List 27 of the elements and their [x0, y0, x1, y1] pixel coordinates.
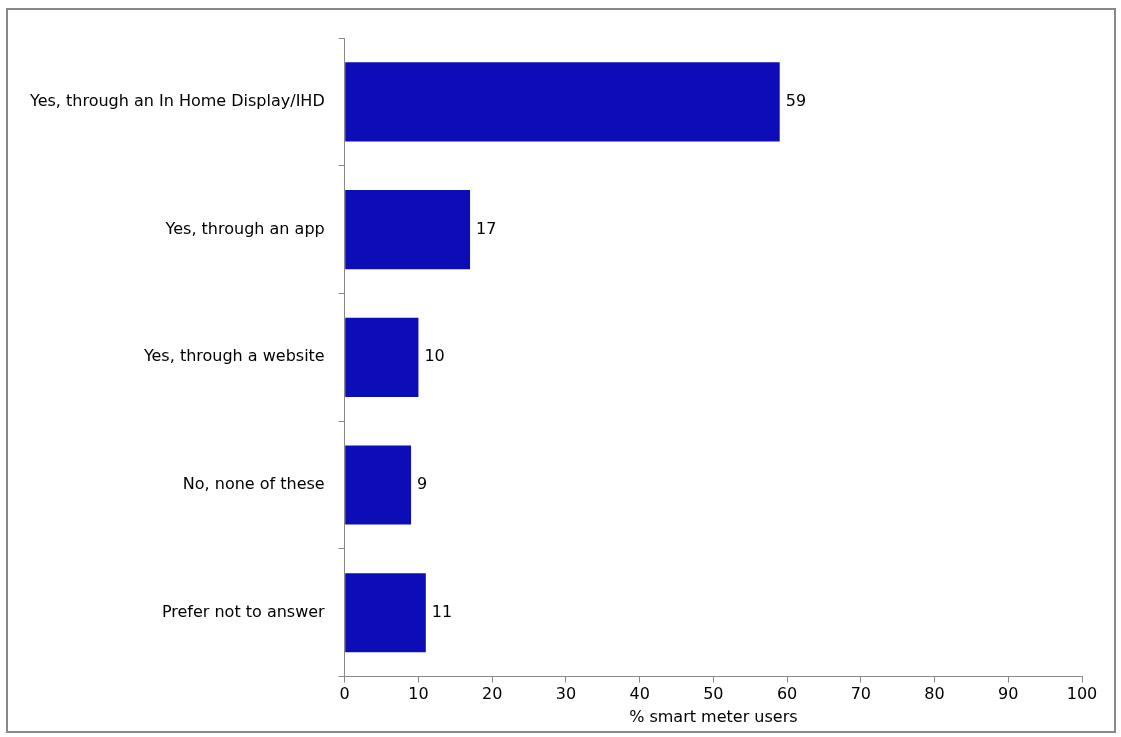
- data-label: 9: [417, 474, 428, 494]
- x-tick-label: 30: [555, 684, 577, 704]
- x-tick-label: 90: [998, 684, 1019, 704]
- bar: [345, 189, 471, 270]
- x-tick-label: 20: [481, 684, 503, 704]
- data-label: 10: [424, 346, 445, 366]
- data-label: 17: [476, 218, 497, 238]
- y-tick-label: Prefer not to answer: [161, 601, 326, 621]
- data-label: 59: [785, 91, 807, 111]
- bar: [345, 317, 419, 397]
- x-tick-label: 70: [850, 684, 871, 704]
- y-tick-label: Yes, through an app: [164, 218, 325, 238]
- y-tick-label: Yes, through a website: [142, 346, 325, 366]
- x-tick-label: 10: [408, 684, 429, 704]
- x-tick-label: 100: [1066, 684, 1098, 704]
- x-axis-title: % smart meter users: [629, 706, 798, 726]
- bar: [345, 573, 426, 653]
- x-tick-label: 50: [703, 684, 724, 704]
- x-tick-label: 0: [339, 684, 350, 704]
- x-tick-label: 80: [924, 684, 945, 704]
- bar: [345, 445, 412, 525]
- y-tick-label: No, none of these: [182, 474, 325, 494]
- x-tick-label: 40: [629, 684, 650, 704]
- y-tick-label: Yes, through an In Home Display/IHD: [29, 91, 325, 111]
- x-tick-label: 60: [776, 684, 798, 704]
- data-label: 11: [431, 601, 453, 621]
- bar: [345, 62, 780, 142]
